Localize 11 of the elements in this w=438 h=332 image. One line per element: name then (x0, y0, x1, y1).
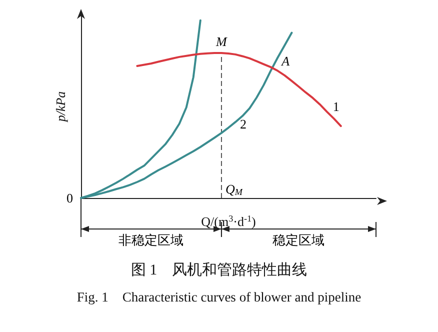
text: 0 (66, 190, 73, 206)
annotation: M (215, 34, 228, 50)
annotation: 1 (332, 99, 340, 114)
annotation: A (280, 53, 290, 68)
y-axis-title: p/kPa (53, 90, 68, 123)
text: Fig. 1 Characteristic curves of blower and pipeline (76, 290, 362, 304)
text: 非稳定区域 (118, 232, 184, 248)
annotation: 2 (240, 116, 246, 132)
annotation: QM (225, 182, 243, 197)
text: 图 1 风机和管路特性曲线 (130, 262, 308, 278)
text: 稳定区域 (272, 232, 325, 248)
